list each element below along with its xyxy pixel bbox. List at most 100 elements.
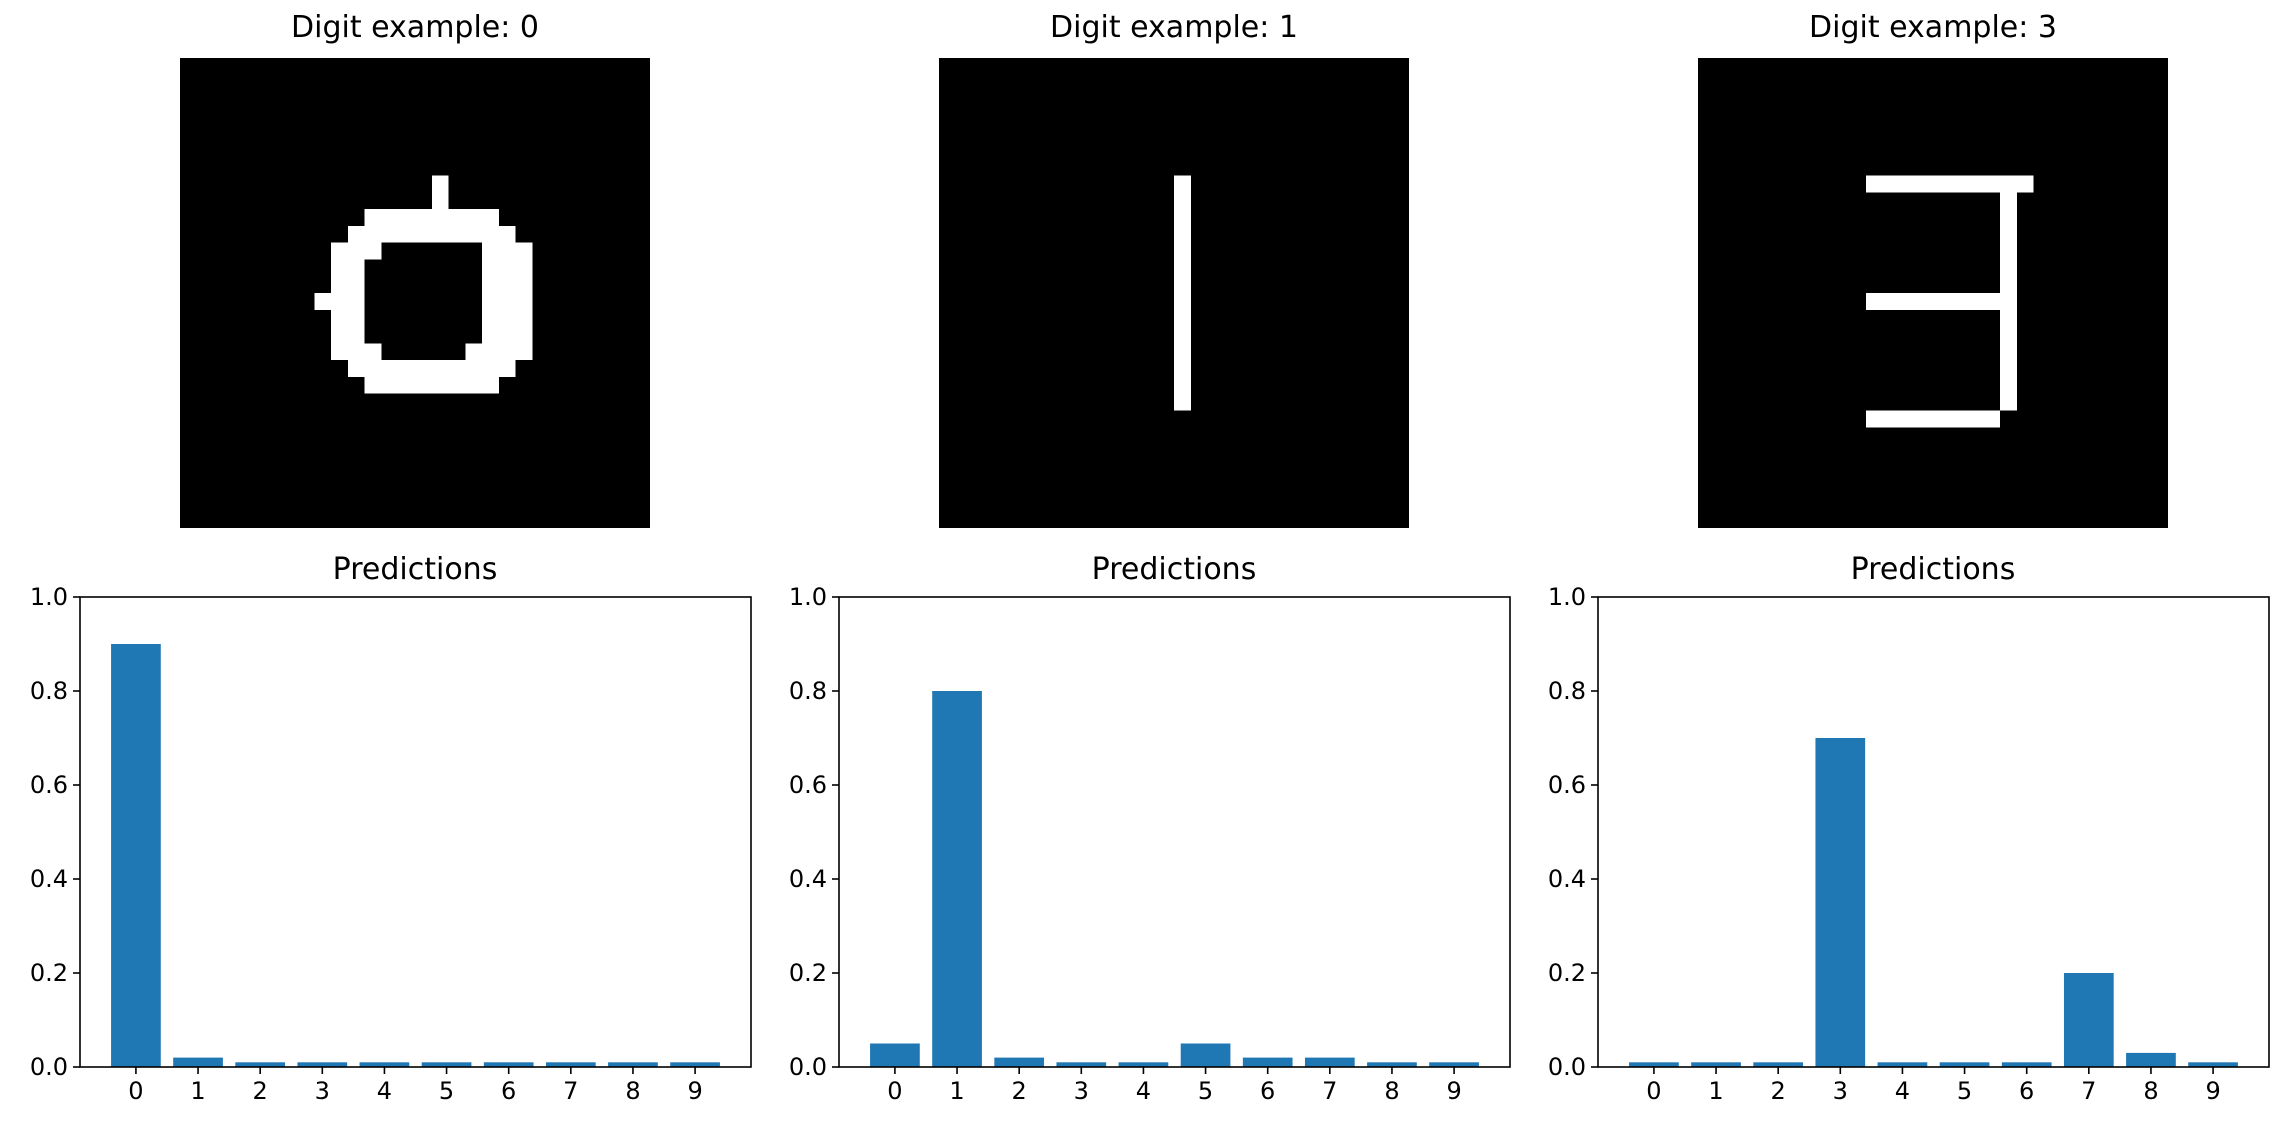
- digit-pixel: [2000, 242, 2017, 260]
- bar-6: [1242, 1057, 1293, 1067]
- digit-pixel: [2000, 326, 2017, 344]
- bar-3: [1815, 738, 1866, 1067]
- digit-pixel: [448, 225, 466, 243]
- digit-pixel: [448, 360, 466, 377]
- bar-0: [1629, 1062, 1679, 1067]
- digit-pixel: [331, 293, 348, 310]
- digit-pixel: [465, 376, 483, 394]
- bar-2: [994, 1057, 1045, 1067]
- digit-pixel: [2000, 360, 2017, 377]
- bar-8: [1367, 1062, 1417, 1067]
- digit-image-title: Digit example: 1: [1050, 10, 1298, 45]
- x-tick-label: 8: [2143, 1077, 2158, 1105]
- bar-7: [545, 1062, 596, 1067]
- bar-1: [1691, 1062, 1741, 1067]
- digit-pixel: [415, 376, 432, 394]
- digit-pixel: [1966, 175, 1984, 193]
- y-tick-label: 0.4: [1548, 865, 1586, 893]
- y-tick-label: 0.6: [1548, 771, 1586, 799]
- y-tick-label: 0.6: [789, 771, 827, 799]
- digit-pixel: [498, 309, 516, 327]
- digit-pixel: [1983, 175, 2001, 193]
- digit-pixel: [347, 276, 365, 293]
- digit-pixel: [364, 360, 382, 377]
- bar-5: [421, 1062, 472, 1067]
- bar-5: [1180, 1043, 1231, 1067]
- x-tick-label: 6: [501, 1077, 516, 1105]
- digit-pixel: [1174, 192, 1191, 210]
- bar-1: [173, 1057, 223, 1067]
- digit-pixel: [1882, 410, 1900, 428]
- y-tick-label: 0.4: [789, 865, 827, 893]
- x-tick-label: 9: [687, 1077, 702, 1105]
- digit-pixel: [364, 225, 382, 243]
- digit-pixel: [381, 376, 399, 394]
- plot-frame: [79, 596, 752, 1068]
- digit-pixel: [498, 343, 516, 361]
- bar-9: [1429, 1062, 1479, 1067]
- digit-one-image: [939, 58, 1409, 528]
- digit-pixel: [482, 326, 499, 344]
- digit-pixel: [515, 309, 533, 327]
- digit-pixel: [1983, 410, 2001, 428]
- digit-pixel: [1174, 343, 1191, 361]
- digit-pixel: [515, 276, 533, 293]
- y-tick-label: 1.0: [30, 583, 68, 611]
- x-tick-label: 0: [128, 1077, 143, 1105]
- bar-2: [1753, 1062, 1804, 1067]
- bar-0: [111, 644, 161, 1067]
- digit-pixel: [1933, 175, 1950, 193]
- digit-pixel: [515, 293, 533, 310]
- digit-pixel: [381, 225, 399, 243]
- x-tick-label: 6: [1260, 1077, 1275, 1105]
- bar-4: [359, 1062, 410, 1067]
- digit-pixel: [2000, 393, 2017, 411]
- digit-pixel: [331, 309, 348, 327]
- bar-8: [608, 1062, 658, 1067]
- x-tick-label: 9: [2205, 1077, 2220, 1105]
- digit-pixel: [1916, 175, 1933, 193]
- digit-pixel: [1174, 276, 1191, 293]
- digit-pixel: [482, 276, 499, 293]
- bar-5: [1939, 1062, 1990, 1067]
- digit-pixel: [498, 242, 516, 260]
- digit-pixel: [1899, 410, 1917, 428]
- digit-pixel: [482, 225, 499, 243]
- predictions-chart-digit-0: 0.0 0.2 0.4 0.6 0.8 1.0 0 1 2 3 4 5 6 7 8 9: [30, 583, 752, 1105]
- digit-pixel: [2016, 175, 2034, 193]
- digit-pixel: [1865, 293, 1883, 310]
- y-tick-label: 0.2: [1548, 959, 1586, 987]
- bar-2: [235, 1062, 286, 1067]
- x-tick-label: 6: [2019, 1077, 2034, 1105]
- x-tick-label: 2: [1771, 1077, 1786, 1105]
- digit-pixel: [1933, 293, 1950, 310]
- y-tick-label: 0.2: [30, 959, 68, 987]
- digit-pixel: [1966, 293, 1984, 310]
- digit-pixel: [347, 225, 365, 243]
- x-tick-label: 5: [1957, 1077, 1972, 1105]
- y-tick-label: 0.8: [1548, 677, 1586, 705]
- digit-pixel: [448, 376, 466, 394]
- predictions-chart-digit-2: 0.0 0.2 0.4 0.6 0.8 1.0 0 1 2 3 4 5 6 7 8 9: [1548, 583, 2270, 1105]
- digit-pixel: [515, 259, 533, 277]
- digit-pixel: [482, 343, 499, 361]
- x-tick-label: 0: [1646, 1077, 1661, 1105]
- digit-pixel: [347, 293, 365, 310]
- digit-pixel: [364, 242, 382, 260]
- digit-pixel: [465, 225, 483, 243]
- digit-pixel: [515, 343, 533, 361]
- x-tick-label: 4: [377, 1077, 392, 1105]
- digit-pixel: [482, 309, 499, 327]
- digit-pixel: [415, 360, 432, 377]
- digit-pixel: [364, 343, 382, 361]
- predictions-chart-digit-1: 0.0 0.2 0.4 0.6 0.8 1.0 0 1 2 3 4 5 6 7 8 9: [789, 583, 1511, 1105]
- x-tick-label: 1: [949, 1077, 964, 1105]
- y-tick-label: 1.0: [1548, 583, 1586, 611]
- x-tick-label: 9: [1446, 1077, 1461, 1105]
- digit-pixel: [1174, 259, 1191, 277]
- x-tick-label: 2: [1012, 1077, 1027, 1105]
- digit-pixel: [2000, 376, 2017, 394]
- digit-pixel: [314, 293, 332, 310]
- digit-pixel: [381, 360, 399, 377]
